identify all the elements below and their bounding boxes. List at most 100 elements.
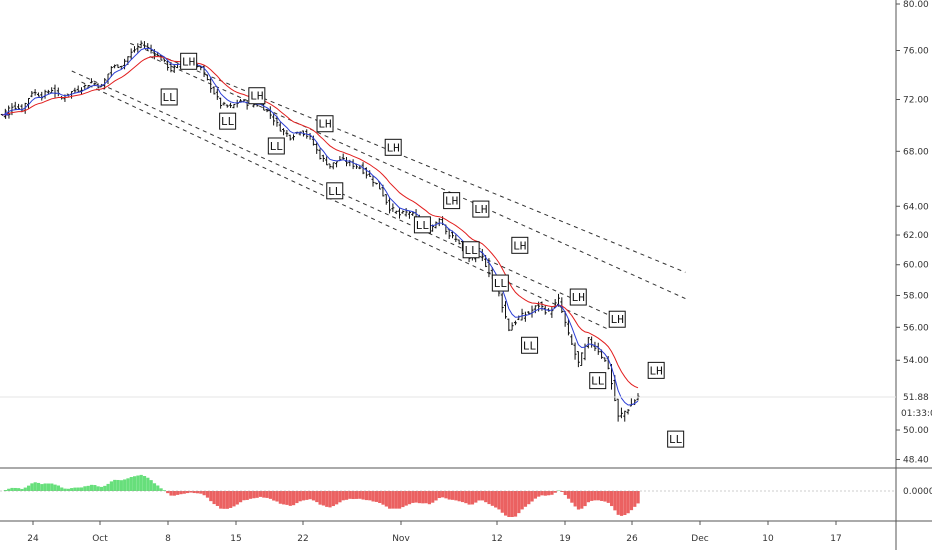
oscillator-bar — [119, 480, 123, 491]
oscillator-bar — [325, 491, 329, 507]
oscillator-bar — [629, 491, 634, 511]
pivot-label: LL — [667, 430, 685, 448]
pivot-label: LH — [472, 200, 490, 218]
oscillator-bar — [278, 491, 282, 504]
oscillator-bar — [222, 491, 226, 509]
oscillator-bar — [494, 491, 498, 508]
oscillator-bar — [507, 491, 511, 517]
pivot-label: LH — [316, 115, 334, 133]
oscillator-bar — [487, 491, 491, 505]
oscillator-bar — [351, 491, 355, 500]
oscillator-bar — [76, 487, 80, 491]
oscillator-bar — [255, 491, 259, 498]
oscillator-bar — [7, 488, 11, 491]
price-tick-label: 58.00 — [903, 291, 929, 301]
oscillator-bar — [315, 491, 319, 503]
pivot-label-text: LL — [669, 433, 683, 446]
oscillator-bar — [17, 488, 21, 491]
time-tick-label: 8 — [165, 534, 171, 544]
oscillator-bar — [417, 491, 422, 504]
time-tick-label: 19 — [559, 534, 571, 544]
oscillator-bar — [398, 491, 402, 509]
oscillator-bar — [560, 491, 564, 492]
oscillator-bar — [543, 491, 547, 496]
pivot-label-text: LL — [591, 375, 605, 388]
oscillator-bar — [205, 491, 210, 498]
pivot-label-text: LH — [445, 195, 458, 208]
oscillator-bar — [189, 491, 193, 493]
pivot-label: LH — [569, 288, 587, 306]
oscillator-bar — [169, 491, 173, 496]
oscillator-bar — [40, 484, 44, 491]
time-tick-label: 12 — [491, 534, 502, 544]
pivot-label-box — [267, 137, 285, 155]
current-price-label: 51.88 — [903, 393, 929, 403]
oscillator-bar — [394, 491, 398, 509]
ema-fast-line — [2, 47, 639, 406]
price-tick-label: 50.00 — [903, 426, 929, 436]
oscillator-bar — [156, 485, 160, 491]
oscillator-bar — [580, 491, 584, 509]
oscillator-bar — [527, 491, 531, 505]
oscillator-bar — [295, 491, 299, 504]
oscillator-bar — [252, 491, 256, 499]
channel-line — [149, 56, 686, 300]
oscillator-bar — [480, 491, 485, 501]
oscillator-bar — [13, 487, 17, 491]
oscillator-bar — [497, 491, 501, 510]
pivot-label: LL — [160, 88, 178, 106]
pivot-label: LH — [443, 192, 461, 210]
pivot-label: LH — [608, 310, 626, 328]
oscillator-bar — [285, 491, 289, 505]
oscillator-bar — [427, 491, 432, 505]
oscillator-bar — [80, 487, 84, 491]
oscillator-bar — [182, 491, 186, 494]
oscillator-bar — [152, 483, 157, 491]
oscillator-bar — [586, 491, 591, 503]
oscillator-bar — [235, 491, 239, 505]
oscillator-bar — [566, 491, 571, 499]
price-tick-label: 48.40 — [903, 455, 929, 465]
oscillator-bar — [166, 491, 170, 494]
oscillator-bar — [391, 491, 395, 509]
oscillator-bar — [192, 491, 196, 494]
oscillator-bar — [288, 491, 292, 506]
pivot-label-text: LH — [318, 118, 331, 131]
oscillator-bar — [378, 491, 382, 504]
oscillator-bar — [43, 483, 47, 491]
oscillator-bar — [136, 475, 140, 491]
channel-line — [81, 81, 608, 330]
oscillator-bar — [36, 482, 41, 491]
pivot-label: LH — [384, 138, 402, 156]
oscillator-zero-label: 0.0000 — [903, 487, 932, 497]
price-tick-label: 68.00 — [903, 147, 929, 157]
oscillator-bar — [27, 485, 31, 491]
oscillator-bar — [600, 491, 604, 501]
countdown-label: 01:33:02 — [901, 409, 932, 419]
oscillator-bar — [215, 491, 220, 506]
oscillator-bar — [186, 491, 190, 494]
oscillator-bar — [553, 491, 557, 493]
oscillator-bar — [613, 491, 617, 511]
pivot-label-box — [443, 192, 461, 210]
oscillator-bar — [490, 491, 494, 506]
oscillator-bar — [368, 491, 372, 501]
pivot-label-box — [160, 88, 178, 106]
pivot-label-box — [219, 112, 237, 130]
oscillator-bar — [510, 491, 514, 517]
oscillator-bar — [301, 491, 306, 501]
oscillator-bar — [361, 491, 365, 500]
oscillator-bar — [123, 479, 127, 491]
oscillator-bar — [374, 491, 379, 502]
oscillator-bar — [474, 491, 478, 503]
pivot-label-text: LL — [270, 140, 284, 153]
pivot-label: LL — [462, 241, 480, 259]
ema-slow-line — [2, 55, 639, 389]
oscillator-bar — [530, 491, 534, 502]
oscillator-bar — [540, 491, 544, 496]
pivot-label: LH — [180, 52, 198, 70]
oscillator-bar — [470, 491, 475, 505]
pivot-label-box — [521, 336, 539, 354]
oscillator-bar — [219, 491, 223, 509]
